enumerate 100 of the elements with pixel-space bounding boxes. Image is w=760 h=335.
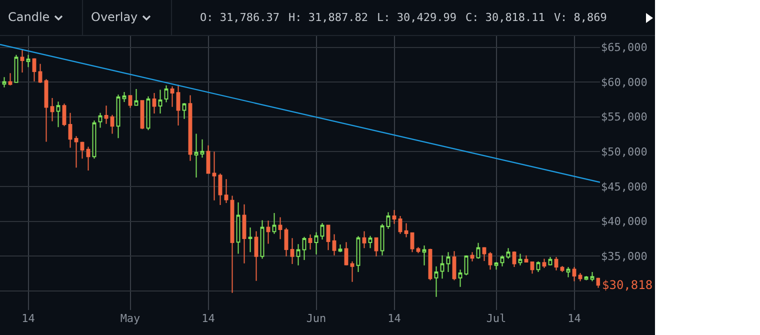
candlestick: [446, 252, 450, 272]
candlestick: [212, 151, 216, 201]
candlestick: [458, 269, 462, 288]
candlestick: [218, 173, 222, 206]
candlestick: [254, 230, 258, 282]
candlestick: [116, 94, 120, 139]
y-tick-label: $45,000: [601, 180, 648, 194]
candlestick: [518, 253, 522, 266]
candlestick: [398, 215, 402, 234]
text: Overlay: [91, 10, 138, 24]
candlestick: [392, 209, 396, 224]
candlestick: [374, 237, 378, 257]
candlestick: [500, 254, 504, 267]
candlestick: [590, 272, 594, 282]
text: V: 8,869: [554, 11, 607, 24]
candlestick: [362, 230, 366, 249]
candlestick: [20, 48, 24, 73]
candlestick: [344, 242, 348, 266]
candlestick: [182, 102, 186, 120]
y-tick-label: $65,000: [601, 41, 648, 54]
candlestick: [566, 266, 570, 278]
candlestick: [50, 98, 54, 122]
x-tick-label: May: [120, 312, 141, 325]
y-tick-label: $35,000: [601, 250, 648, 263]
y-tick-label: $50,000: [601, 146, 648, 159]
candlestick: [338, 244, 342, 253]
candlestick: [272, 212, 276, 234]
candlestick: [284, 227, 288, 257]
candlestick: [410, 232, 414, 253]
candlestick: [386, 212, 390, 230]
candlestick: [404, 222, 408, 238]
candlestick: [308, 234, 312, 250]
candlestick: [242, 204, 246, 264]
candlestick: [260, 220, 264, 260]
candlestick: [104, 105, 108, 124]
candlestick: [530, 262, 534, 274]
candlestick: [560, 266, 564, 272]
candlestick: [200, 138, 204, 158]
candlestick: [158, 89, 162, 114]
text: H: 31,887.82: [288, 11, 368, 24]
candlestick: [26, 54, 30, 68]
text: Candle: [8, 10, 50, 24]
candlestick: [194, 133, 198, 178]
candlestick: [224, 178, 228, 204]
candlestick: [236, 202, 240, 254]
candlestick: [86, 146, 90, 172]
candlestick: [572, 266, 576, 282]
candlestick: [170, 86, 174, 108]
candlestick: [506, 248, 510, 260]
candlestick: [482, 246, 486, 262]
candlestick: [8, 72, 12, 86]
candlestick: [296, 244, 300, 266]
y-tick-label: $55,000: [601, 110, 648, 124]
y-tick-label: $60,000: [601, 76, 648, 89]
candlestick: [62, 103, 66, 127]
candlestick: [302, 236, 306, 261]
x-tick-label: Jun: [306, 312, 326, 325]
candlestick: [380, 223, 384, 256]
candlestick: [320, 222, 324, 240]
candlestick: [356, 236, 360, 272]
candlestick: [290, 238, 294, 264]
candlestick: [56, 101, 60, 128]
candlestick: [542, 258, 546, 268]
candlestick: [98, 112, 102, 128]
x-tick-label: 14: [22, 312, 36, 325]
candlestick: [122, 92, 126, 102]
candlestick: [596, 277, 600, 288]
candlestick: [134, 88, 138, 106]
candlestick: [434, 266, 438, 298]
x-tick-label: 14: [388, 312, 402, 325]
text: O: 31,786.37: [200, 11, 280, 24]
candlestick: [536, 260, 540, 272]
candlestick: [68, 112, 72, 148]
candlestick: [452, 250, 456, 281]
candlestick: [176, 84, 180, 126]
candlestick: [470, 252, 474, 262]
candlestick: [206, 144, 210, 174]
candlestick: [350, 260, 354, 282]
y-tick-label: $40,000: [601, 215, 648, 228]
candlestick: [278, 216, 282, 240]
candlestick: [332, 234, 336, 256]
candlestick: [164, 84, 168, 103]
candlestick: [266, 220, 270, 244]
candlestick: [554, 256, 558, 271]
candlestick: [14, 54, 18, 83]
candlestick: [326, 224, 330, 251]
candlestick: [440, 254, 444, 280]
candlestick: [368, 235, 372, 249]
candlestick: [32, 58, 36, 82]
x-tick-label: Jul: [486, 312, 506, 325]
candlestick: [128, 95, 132, 108]
candlestick: [80, 141, 84, 160]
text: C: 30,818.11: [465, 11, 545, 24]
candlestick: [44, 78, 48, 142]
text: $30,818.: [602, 278, 660, 292]
x-tick-label: 14: [202, 312, 216, 325]
text: L: 30,429.99: [376, 11, 456, 24]
candlestick: [188, 94, 192, 162]
candlestick: [488, 252, 492, 270]
candlestick: [110, 114, 114, 134]
